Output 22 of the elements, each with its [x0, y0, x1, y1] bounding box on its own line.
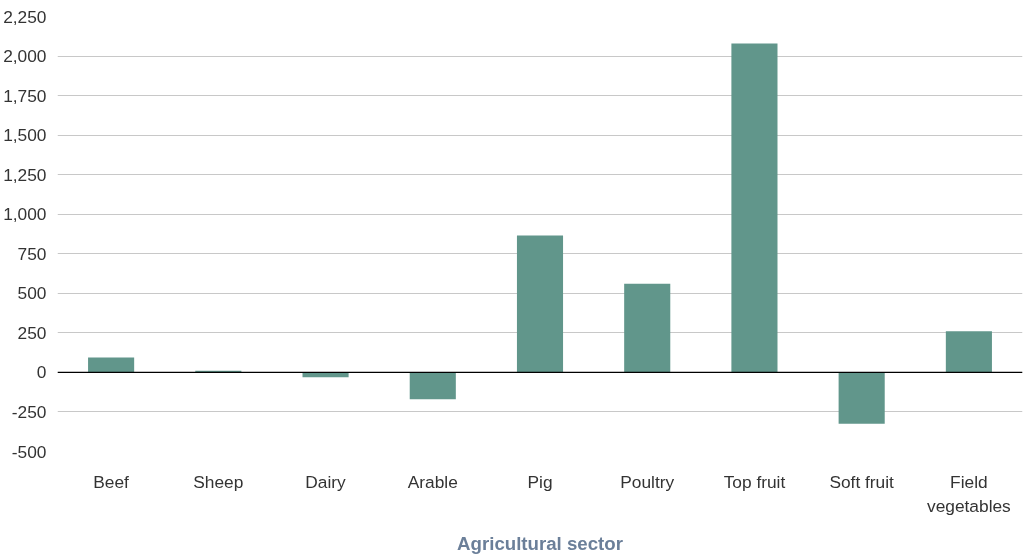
y-tick-label: 0	[36, 362, 47, 383]
y-tick-label: 750	[17, 243, 47, 264]
y-tick-label: 1,250	[3, 164, 47, 185]
x-tick-label: Dairy	[305, 471, 347, 492]
x-tick-label: Pig	[527, 471, 553, 492]
x-tick-label: Top fruit	[723, 471, 786, 492]
x-axis-title: Agricultural sector	[457, 532, 623, 554]
x-tick-label: Arable	[407, 471, 458, 492]
x-tick-label: Sheep	[193, 471, 244, 492]
y-tick-label: 2,000	[3, 46, 47, 67]
x-tick-label: Beef	[93, 471, 130, 492]
y-tick-label: 250	[17, 322, 47, 343]
y-tick-label: 1,000	[3, 204, 47, 225]
y-tick-label: -250	[11, 401, 47, 422]
y-tick-label: -500	[11, 441, 47, 462]
y-tick-label: 1,750	[3, 85, 47, 106]
x-tick-label: Poultry	[620, 471, 675, 492]
y-tick-label: 500	[17, 283, 47, 304]
y-tick-label: 1,500	[3, 125, 47, 146]
x-tick-label: Field vegetables	[926, 471, 1012, 516]
y-tick-label: 2,250	[3, 6, 47, 27]
x-tick-label: Soft fruit	[829, 471, 895, 492]
